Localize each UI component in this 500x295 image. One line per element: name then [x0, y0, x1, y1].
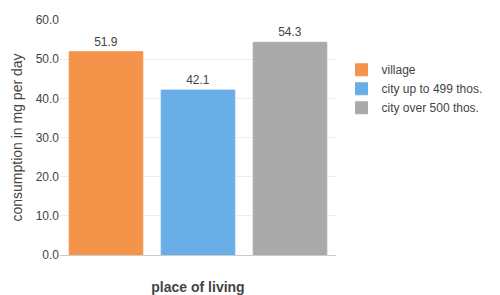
- svg-text:30.0: 30.0: [36, 131, 60, 145]
- svg-text:city over 500 thos.: city over 500 thos.: [382, 101, 479, 115]
- svg-text:42.1: 42.1: [186, 73, 210, 87]
- svg-text:40.0: 40.0: [36, 92, 60, 106]
- svg-text:place of living: place of living: [151, 279, 244, 295]
- svg-text:consumption in mg per day: consumption in mg per day: [9, 53, 25, 221]
- svg-text:10.0: 10.0: [36, 209, 60, 223]
- svg-text:60.0: 60.0: [36, 13, 60, 27]
- svg-text:city up to 499 thos.: city up to 499 thos.: [382, 82, 483, 96]
- svg-text:50.0: 50.0: [36, 52, 60, 66]
- svg-text:village: village: [382, 63, 416, 77]
- svg-text:0.0: 0.0: [42, 248, 59, 262]
- svg-text:54.3: 54.3: [278, 25, 302, 39]
- svg-text:51.9: 51.9: [94, 35, 118, 49]
- svg-text:20.0: 20.0: [36, 170, 60, 184]
